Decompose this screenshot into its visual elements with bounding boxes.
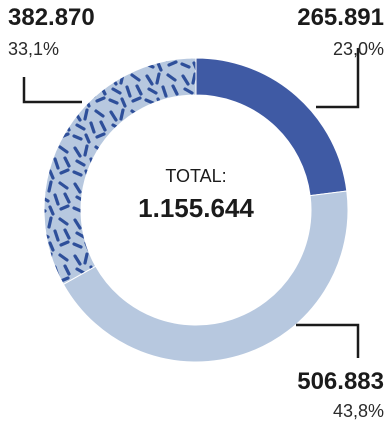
slice-value-label: 382.870 xyxy=(8,4,95,31)
leader-line xyxy=(296,323,360,358)
slice-percent-label: 23,0% xyxy=(332,39,384,59)
donut-slice xyxy=(43,57,197,285)
donut-slice xyxy=(62,190,349,363)
slice-percent-label: 33,1% xyxy=(8,39,60,59)
center-total-value: 1.155.644 xyxy=(138,193,254,223)
slice-percent-label: 43,8% xyxy=(332,401,384,421)
center-total-label: TOTAL: xyxy=(165,166,227,186)
slice-value-label: 506.883 xyxy=(297,368,384,395)
slice-value-label: 265.891 xyxy=(297,4,384,31)
leader-line xyxy=(22,77,82,104)
leader-lines xyxy=(22,48,360,358)
leader-line xyxy=(316,48,360,109)
donut-slices xyxy=(43,57,349,363)
